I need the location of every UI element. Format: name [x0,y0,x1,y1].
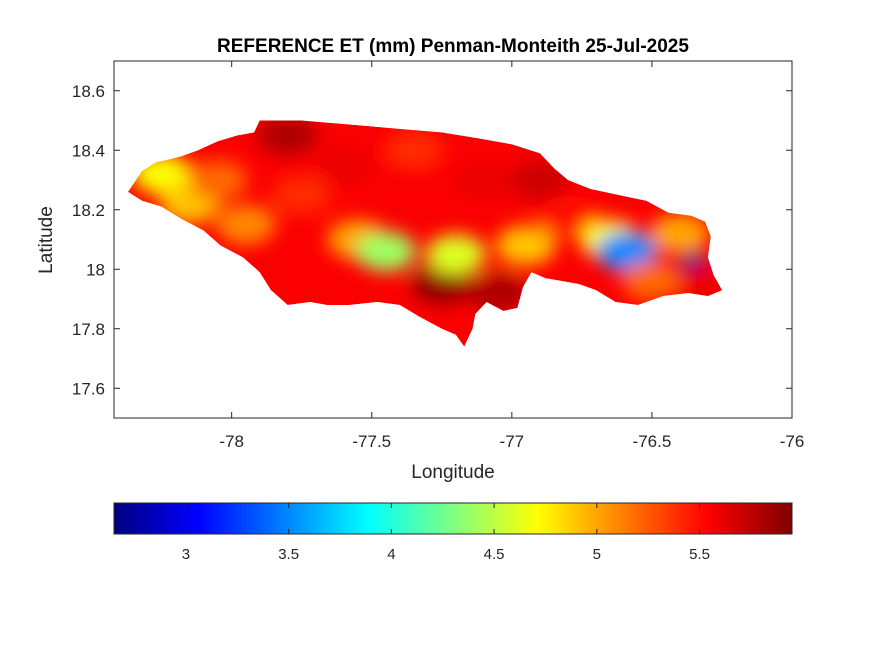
y-tick-label: 17.8 [72,320,105,339]
colorbar-tick-label: 3 [182,546,190,563]
colorbar-gradient [113,502,793,535]
colorbar: 3 3.5 4 4.5 5 5.5 [113,502,793,563]
et-sample-point [187,160,248,200]
chart-title: REFERENCE ET (mm) Penman-Monteith 25-Jul… [217,36,689,57]
colorbar-tick-label: 4 [387,546,395,563]
y-axis: 17.6 17.8 18 18.2 18.4 18.6 [72,82,792,398]
et-sample-point [215,204,276,245]
x-axis: -78 -77.5 -77 -76.5 -76 [219,61,804,451]
x-tick-label: -78 [219,432,244,451]
colorbar-tick-label: 5 [593,546,601,563]
y-tick-label: 17.6 [72,379,105,398]
et-sample-point [596,231,657,272]
x-axis-label: Longitude [411,462,494,483]
x-tick-label: -76.5 [633,432,672,451]
et-sample-point [453,160,514,200]
y-tick-label: 18 [86,260,105,279]
et-sample-point [621,261,682,302]
et-sample-point [355,231,416,272]
et-field [128,120,722,347]
x-tick-label: -77 [500,432,525,451]
et-sample-point [313,145,374,186]
y-tick-label: 18.4 [72,141,105,160]
map-plot-area [128,120,722,347]
et-sample-point [271,174,332,215]
et-sample-point [509,160,570,200]
et-sample-point [649,213,710,254]
y-axis-label: Latitude [36,206,57,274]
y-tick-label: 18.6 [72,82,105,101]
et-sample-point [537,195,598,236]
et-sample-point [257,120,318,156]
x-tick-label: -77.5 [352,432,391,451]
axes-box [113,60,793,419]
colorbar-tick-label: 5.5 [689,546,710,563]
et-sample-point [383,130,444,171]
et-sample-point [678,264,722,305]
x-tick-label: -76 [780,432,805,451]
colorbar-tick-label: 4.5 [484,546,505,563]
y-tick-label: 18.2 [72,201,105,220]
et-base-fill [128,120,722,347]
et-sample-point [495,225,556,266]
et-sample-point [467,273,528,313]
colorbar-tick-label: 3.5 [278,546,299,563]
et-sample-point [425,234,486,275]
